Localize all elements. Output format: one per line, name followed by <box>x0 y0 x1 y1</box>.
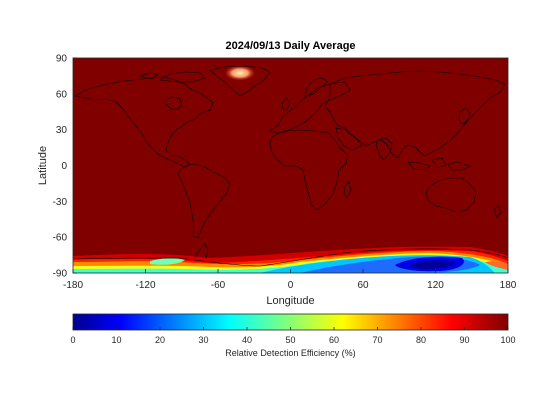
y-tick-label: -30 <box>53 197 68 208</box>
colorbar-tick-label: 60 <box>329 335 339 345</box>
x-tick-label: 60 <box>357 280 369 291</box>
colorbar-label: Relative Detection Efficiency (%) <box>225 348 355 358</box>
x-axis-label: Longitude <box>266 295 314 307</box>
efficiency-background <box>73 58 508 273</box>
colorbar-tick-label: 90 <box>459 335 469 345</box>
colorbar-tick-label: 20 <box>155 335 165 345</box>
y-axis-label: Latitude <box>37 146 49 185</box>
colorbar-tick-label: 50 <box>285 335 295 345</box>
y-tick-label: 60 <box>56 89 68 100</box>
colorbar-tick-label: 10 <box>111 335 121 345</box>
colorbar-tick-label: 40 <box>242 335 252 345</box>
y-tick-label: 0 <box>61 161 67 172</box>
colorbar: 0 10 20 30 40 50 60 70 80 90 100 Relativ… <box>70 313 516 358</box>
y-axis: -90 -60 -30 0 30 60 90 Latitude <box>37 54 77 280</box>
colorbar-tick-label: 70 <box>372 335 382 345</box>
greenland-low-region <box>224 65 256 81</box>
y-tick-label: -90 <box>53 269 68 280</box>
map-title: 2024/09/13 Daily Average <box>225 40 356 52</box>
coastlines <box>73 65 508 267</box>
colorbar-tick-label: 30 <box>198 335 208 345</box>
x-tick-label: 180 <box>500 280 517 291</box>
x-tick-label: -120 <box>135 280 155 291</box>
colorbar-tick-label: 0 <box>70 335 75 345</box>
colorbar-tick-label: 100 <box>500 335 515 345</box>
x-axis: -180 -120 -60 0 60 120 180 Longitude <box>63 269 517 307</box>
x-tick-label: -180 <box>63 280 83 291</box>
colorbar-tick-label: 80 <box>416 335 426 345</box>
x-tick-label: 120 <box>427 280 444 291</box>
x-tick-label: -60 <box>211 280 226 291</box>
y-tick-label: 30 <box>56 125 68 136</box>
y-tick-label: 90 <box>56 54 68 65</box>
map-field <box>73 58 508 273</box>
x-tick-label: 0 <box>288 280 294 291</box>
y-tick-label: -60 <box>53 233 68 244</box>
